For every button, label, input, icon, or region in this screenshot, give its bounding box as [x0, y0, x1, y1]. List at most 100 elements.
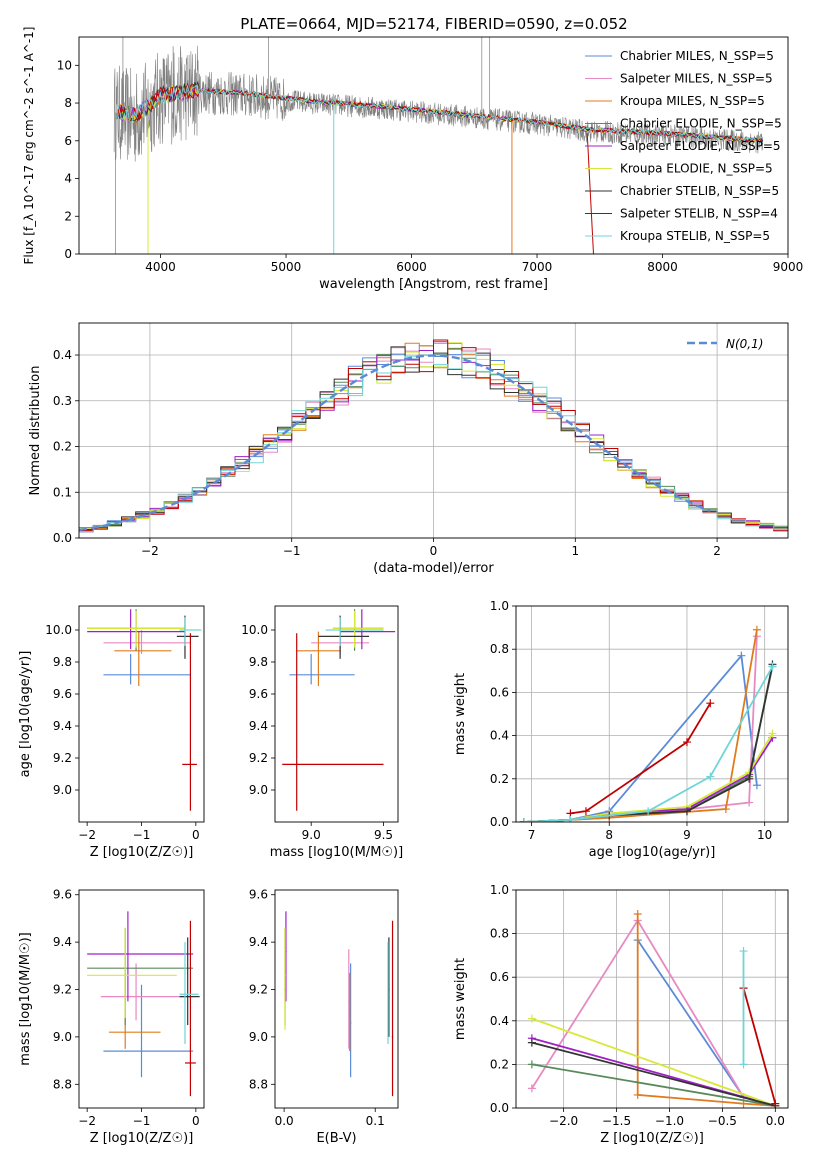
- y-tick-label: 6: [64, 134, 72, 148]
- y-tick-label: 1.0: [490, 599, 509, 613]
- point-kroupa_miles: [348, 1012, 351, 1015]
- axes-frame: [274, 889, 399, 1109]
- y-tick-label: 9.6: [249, 888, 268, 902]
- point-kroupa_elodie: [135, 627, 137, 630]
- x-tick-label: 9.0: [302, 828, 321, 842]
- series-marker-kroupa_stelib: [739, 947, 748, 956]
- point-kroupa_stelib: [339, 629, 341, 631]
- series-line-chabrier_elodie: [523, 666, 774, 822]
- mass-weight-vs-z-panel: −2.0 −1.5 −1.0 −0.5 0.0 0.0 0.2 0.4 0.6 0.8 1.0 Z […: [453, 883, 789, 1146]
- y-tick-label: 0.8: [490, 927, 509, 941]
- series-line-salpeter_miles: [531, 918, 776, 1107]
- y-axis-label: Normed distribution: [28, 366, 43, 496]
- y-tick-label: 9.4: [53, 719, 72, 733]
- y-tick-label: 9.6: [53, 888, 72, 902]
- series-marker-kroupa_stelib: [739, 1060, 748, 1069]
- x-tick-label: 0: [430, 544, 438, 558]
- series-marker-salpeter_stelib: [771, 1099, 780, 1108]
- x-tick-label: 10: [757, 828, 772, 842]
- x-tick-label: −2: [78, 1114, 96, 1128]
- series-marker-chabrier_miles: [737, 651, 746, 660]
- y-axis-label: age [log10(age/yr)]: [18, 651, 33, 778]
- legend-label-chabrier_miles: Chabrier MILES, N_SSP=5: [620, 49, 774, 63]
- x-tick-label: 9000: [773, 260, 804, 274]
- x-tick-label: 9.5: [374, 828, 393, 842]
- x-tick-label: 7: [528, 828, 536, 842]
- x-axis-label: wavelength [Angstrom, rest frame]: [319, 277, 548, 292]
- axes-frame: [515, 889, 789, 1109]
- mass-vs-ebv-panel: 0.0 0.1 8.8 9.0 9.2 9.4 9.6 E(B-V): [249, 888, 399, 1146]
- y-tick-label: 0.2: [490, 772, 509, 786]
- plot-area: [284, 911, 394, 1097]
- x-axis-label: Z [log10(Z/Z☉)]: [90, 845, 194, 860]
- x-tick-label: 4000: [145, 260, 176, 274]
- point-salpeter_elodie: [129, 630, 132, 633]
- x-tick-label: −1.5: [602, 1114, 631, 1128]
- series-line-kroupa_stelib: [523, 666, 774, 822]
- axes-frame: [78, 36, 789, 255]
- axes-frame: [515, 605, 789, 823]
- legend-label-normal: N(0,1): [726, 337, 763, 351]
- plot-area: [87, 911, 200, 1097]
- plot-area: [79, 339, 788, 533]
- legend-label-salpeter_stelib: Salpeter STELIB, N_SSP=4: [620, 207, 778, 221]
- y-tick-label: 8: [64, 96, 72, 110]
- axes-frame: [274, 605, 399, 823]
- y-tick-label: 8.8: [249, 1077, 268, 1091]
- point-chabrier_miles: [129, 674, 132, 676]
- x-tick-label: 0: [192, 828, 200, 842]
- y-tick-label: 9.2: [53, 751, 72, 765]
- histogram-kroupa_stelib: [79, 351, 788, 533]
- series-line-chabrier_miles: [523, 653, 758, 822]
- y-tick-label: 0.3: [53, 394, 72, 408]
- residual-histogram-panel: −2 −1 0 1 2 0.0 0.1 0.2 0.3 0.4 (data-model)/error…: [28, 322, 789, 576]
- series-marker-kroupa_stelib: [566, 815, 575, 822]
- y-tick-label: 9.8: [53, 655, 72, 669]
- series-marker-kroupa_stelib: [519, 818, 528, 822]
- y-tick-label: 9.6: [53, 687, 72, 701]
- y-axis-label: mass [log10(M/M☉)]: [18, 932, 33, 1065]
- point-kroupa_elodie: [284, 974, 286, 977]
- y-tick-label: 0.1: [53, 485, 72, 499]
- series-marker-kroupa_stelib: [706, 772, 715, 781]
- legend-label-kroupa_stelib: Kroupa STELIB, N_SSP=5: [620, 229, 770, 243]
- age-vs-z-panel: −2 −1 0 9.0 9.2 9.4 9.6 9.8 10.0 Z [log10(Z/Z☉)] a…: [18, 605, 205, 860]
- y-tick-label: 1.0: [490, 883, 509, 897]
- x-tick-label: −2: [141, 544, 159, 558]
- x-tick-label: 0: [192, 1114, 200, 1128]
- y-tick-label: 10.0: [45, 623, 72, 637]
- y-tick-label: 0.6: [490, 685, 509, 699]
- plot-area: [113, 37, 764, 254]
- series-line-salpeter_stelib: [742, 987, 777, 1104]
- y-tick-label: 0.2: [490, 1057, 509, 1071]
- point-salpeter_stelib: [189, 763, 192, 766]
- series-marker-salpeter_miles: [745, 798, 754, 807]
- series-marker-kroupa_elodie: [527, 1014, 536, 1023]
- y-tick-label: 0.4: [490, 1014, 509, 1028]
- point-kroupa_miles: [137, 650, 140, 652]
- legend-label-kroupa_elodie: Kroupa ELODIE, N_SSP=5: [620, 162, 773, 176]
- x-tick-label: −1: [283, 544, 301, 558]
- x-axis-label: E(B-V): [316, 1131, 356, 1146]
- point-chabrier_miles: [140, 1050, 143, 1052]
- plot-area: [527, 909, 780, 1108]
- y-tick-label: 9.0: [53, 1030, 72, 1044]
- point-kroupa_miles: [317, 650, 320, 652]
- x-tick-label: 8000: [647, 260, 678, 274]
- y-tick-label: 4: [64, 172, 72, 186]
- y-tick-label: 9.0: [53, 783, 72, 797]
- model-spectrum-salpeter_stelib: [116, 83, 763, 143]
- x-tick-label: −1: [133, 828, 151, 842]
- series-line-chabrier_stelib: [531, 1041, 776, 1107]
- y-tick-label: 0.8: [490, 642, 509, 656]
- point-kroupa_stelib: [184, 629, 186, 631]
- series-marker-chabrier_stelib: [682, 807, 691, 816]
- series-marker-kroupa_miles: [752, 625, 761, 634]
- series-marker-kroupa_miles: [721, 805, 730, 814]
- series-line-chabrier_stelib: [523, 664, 774, 822]
- series-line-salpeter_stelib: [570, 702, 712, 815]
- y-tick-label: 9.4: [249, 719, 268, 733]
- y-tick-label: 0.0: [490, 815, 509, 829]
- point-kroupa_elodie: [353, 627, 356, 630]
- point-salpeter_miles: [135, 995, 137, 998]
